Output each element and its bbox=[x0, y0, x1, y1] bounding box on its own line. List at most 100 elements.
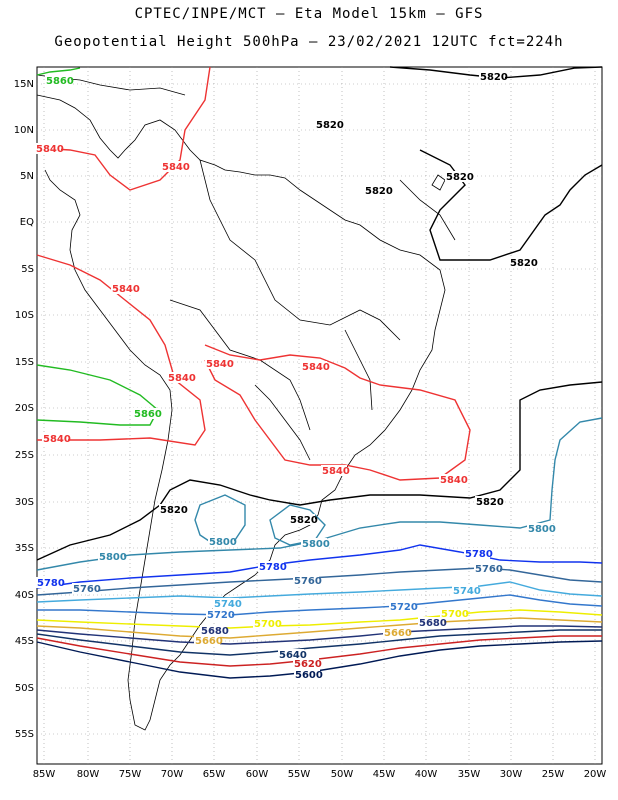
contour-label: 5620 bbox=[294, 659, 322, 670]
contour-label-background bbox=[527, 523, 553, 534]
contour-line-5740 bbox=[36, 581, 603, 603]
contour-label: 5720 bbox=[207, 610, 235, 621]
contour-label-background bbox=[161, 161, 187, 172]
contour-label: 5840 bbox=[168, 373, 196, 384]
contour-label: 5820 bbox=[480, 72, 508, 83]
contour-label: 5820 bbox=[446, 172, 474, 183]
contour-label: 5680 bbox=[201, 626, 229, 637]
contour-line-5780 bbox=[36, 544, 603, 589]
contour-label: 5760 bbox=[73, 584, 101, 595]
contour-label-background bbox=[315, 119, 341, 130]
longitude-labels: 85W 80W 75W 70W 65W 60W 55W 50W 45W 40W 35W 30W 25W 2… bbox=[33, 769, 607, 780]
longitude-label: 65W bbox=[203, 769, 226, 780]
contour-line-5860 bbox=[36, 67, 81, 76]
contour-label-background bbox=[200, 625, 226, 636]
graticule bbox=[37, 67, 602, 764]
longitude-label: 40W bbox=[415, 769, 438, 780]
contour-label: 5840 bbox=[43, 434, 71, 445]
contour-label-background bbox=[464, 548, 490, 559]
contour-label: 5840 bbox=[302, 362, 330, 373]
contour-line-5820 bbox=[419, 149, 603, 261]
contour-label: 5680 bbox=[419, 618, 447, 629]
contour-label-background bbox=[364, 185, 390, 196]
contour-label-background bbox=[474, 563, 500, 574]
contour-lines bbox=[36, 66, 603, 679]
contour-label-background bbox=[213, 598, 239, 609]
contour-label: 5820 bbox=[316, 120, 344, 131]
contour-label-background bbox=[167, 372, 193, 383]
contour-label-background bbox=[278, 649, 304, 660]
contour-label-background bbox=[35, 143, 61, 154]
contour-line-5840 bbox=[204, 344, 471, 481]
contour-label-background bbox=[36, 577, 62, 588]
contour-label: 5820 bbox=[476, 497, 504, 508]
contour-label-background bbox=[205, 358, 231, 369]
latitude-label: 5S bbox=[21, 264, 34, 275]
longitude-label: 55W bbox=[288, 769, 311, 780]
contour-label: 5800 bbox=[99, 552, 127, 563]
contour-label-background bbox=[321, 465, 347, 476]
contour-line-5640 bbox=[36, 629, 602, 656]
contour-label-background bbox=[475, 496, 501, 507]
longitude-label: 35W bbox=[458, 769, 481, 780]
longitude-label: 70W bbox=[161, 769, 184, 780]
map-subtitle: Geopotential Height 500hPa – 23/02/2021 … bbox=[54, 34, 564, 50]
latitude-label: 35S bbox=[15, 543, 34, 554]
contour-label-background bbox=[509, 257, 535, 268]
contour-line-5800 bbox=[36, 417, 603, 571]
map-title: CPTEC/INPE/MCT – Eta Model 15km – GFS bbox=[134, 6, 484, 22]
latitude-label: 15S bbox=[15, 357, 34, 368]
contour-label: 5700 bbox=[254, 619, 282, 630]
latitude-label: 10S bbox=[15, 310, 34, 321]
contour-label-background bbox=[389, 601, 415, 612]
contour-label: 5820 bbox=[160, 505, 188, 516]
longitude-label: 85W bbox=[33, 769, 56, 780]
contour-label: 5740 bbox=[453, 586, 481, 597]
latitude-label: 20S bbox=[15, 403, 34, 414]
latitude-labels: 15N 10N 5N EQ 5S 10S 15S 20S 25S 30S 35S 40S 45S 50S 5… bbox=[14, 79, 34, 740]
longitude-label: 25W bbox=[542, 769, 565, 780]
contour-line-5680 bbox=[36, 617, 603, 639]
contour-line-5720 bbox=[37, 594, 603, 616]
contour-label-background bbox=[293, 575, 319, 586]
contour-label-background bbox=[301, 361, 327, 372]
latitude-label: 15N bbox=[14, 79, 34, 90]
contour-label-background bbox=[253, 618, 279, 629]
longitude-label: 80W bbox=[77, 769, 100, 780]
contour-line-5820 bbox=[36, 381, 603, 561]
contour-label: 5820 bbox=[365, 186, 393, 197]
contour-line-5800 bbox=[194, 494, 246, 546]
latitude-label: 25S bbox=[15, 450, 34, 461]
latitude-label: 40S bbox=[15, 590, 34, 601]
longitude-label: 30W bbox=[500, 769, 523, 780]
contour-labels: 5860 5840 5840 5840 5840 5840 5840 5840 5860 5840… bbox=[35, 71, 556, 681]
longitude-label: 45W bbox=[373, 769, 396, 780]
contour-label: 5840 bbox=[112, 284, 140, 295]
contour-label: 5840 bbox=[206, 359, 234, 370]
contour-label-background bbox=[439, 474, 465, 485]
contour-label: 5820 bbox=[290, 515, 318, 526]
contour-line-5600 bbox=[36, 640, 603, 679]
contour-label: 5780 bbox=[37, 578, 65, 589]
longitude-label: 20W bbox=[584, 769, 607, 780]
contour-line-5700 bbox=[36, 609, 603, 629]
contour-label-background bbox=[418, 617, 444, 628]
contour-label: 5720 bbox=[390, 602, 418, 613]
contour-label-background bbox=[133, 408, 159, 419]
longitude-label: 60W bbox=[246, 769, 269, 780]
contour-label: 5740 bbox=[214, 599, 242, 610]
contour-label: 5640 bbox=[279, 650, 307, 661]
latitude-label: 55S bbox=[15, 729, 34, 740]
contour-line-5760 bbox=[36, 567, 603, 596]
contour-label: 5860 bbox=[46, 76, 74, 87]
longitude-label: 50W bbox=[331, 769, 354, 780]
contour-label-background bbox=[98, 551, 124, 562]
contour-label-background bbox=[45, 75, 71, 86]
contour-line-5840 bbox=[36, 66, 211, 191]
contour-label-background bbox=[208, 536, 234, 547]
contour-label-background bbox=[194, 635, 220, 646]
contour-label-background bbox=[445, 171, 471, 182]
contour-label: 5660 bbox=[195, 636, 223, 647]
contour-label-background bbox=[289, 514, 315, 525]
